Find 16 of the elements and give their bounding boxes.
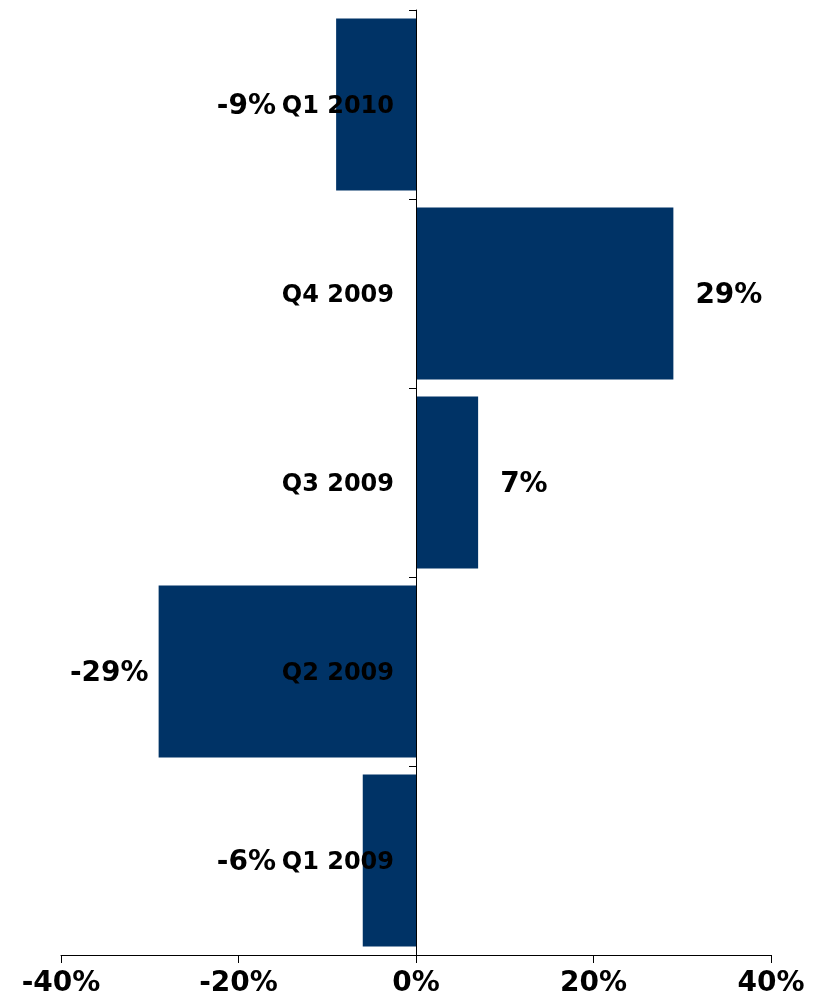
data-label: 29% [695, 277, 763, 310]
x-tick-label: 40% [737, 964, 805, 998]
data-label: -9% [216, 88, 276, 121]
x-tick-label: 20% [559, 964, 628, 998]
data-label: -29% [69, 655, 149, 688]
y-tick-label: Q2 2009 [281, 657, 394, 686]
data-label: 7% [500, 466, 548, 499]
bar [416, 207, 674, 380]
bar [158, 585, 416, 758]
y-tick-label: Q4 2009 [281, 279, 394, 308]
y-tick-label: Q3 2009 [281, 468, 394, 497]
x-tick-label: -40% [21, 964, 101, 998]
x-tick-label: -20% [199, 964, 278, 998]
data-label: -6% [216, 844, 276, 877]
bar [416, 396, 479, 569]
x-tick-label: 0% [392, 964, 440, 998]
